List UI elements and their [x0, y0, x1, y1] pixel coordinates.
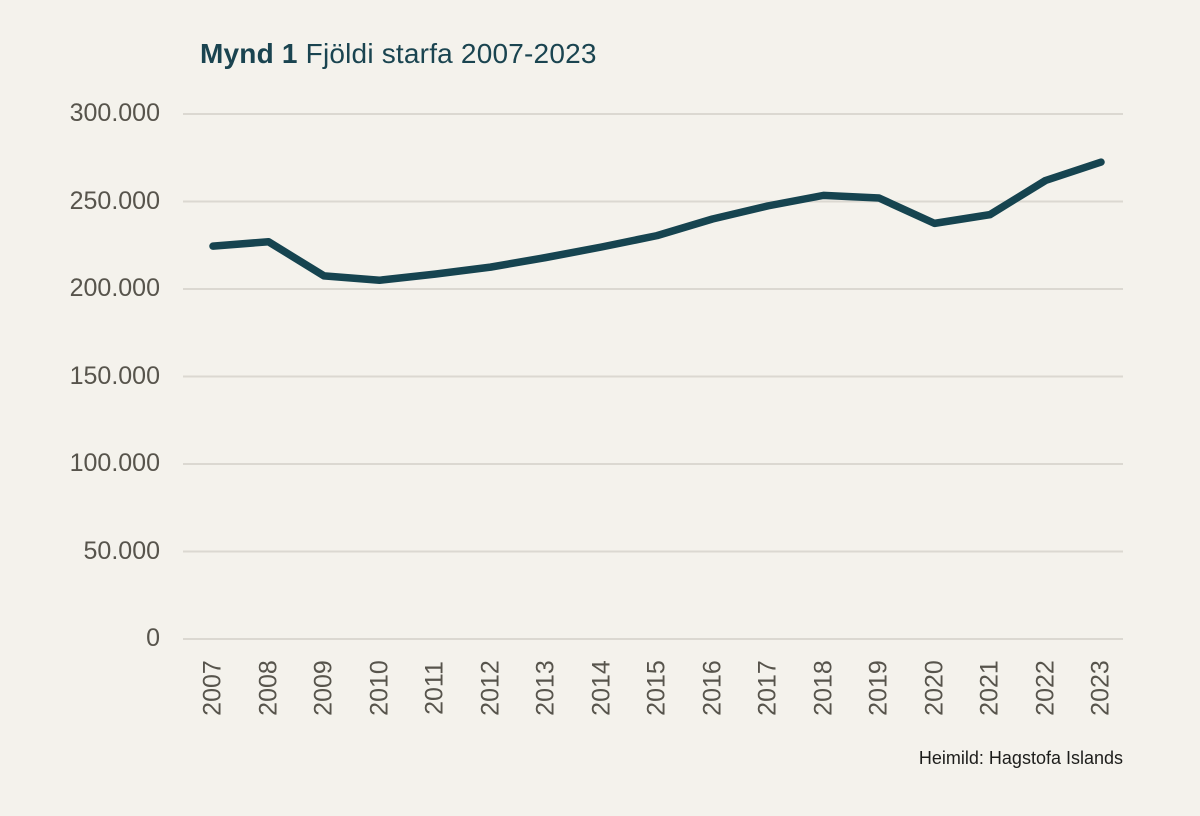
x-tick-label: 2015 [642, 660, 671, 716]
x-tick-label: 2020 [920, 660, 948, 716]
y-tick-label: 100.000 [69, 449, 160, 477]
chart-title-prefix: Mynd 1 [200, 38, 298, 69]
x-tick-label: 2017 [753, 660, 782, 716]
y-tick-label: 50.000 [83, 536, 160, 565]
x-tick-label: 2021 [975, 660, 1004, 716]
x-tick-label: 2013 [531, 660, 560, 716]
chart-title-text [298, 38, 306, 69]
y-tick-label: 300.000 [69, 99, 160, 127]
x-tick-label: 2010 [365, 660, 393, 716]
y-tick-label: 150.000 [69, 361, 160, 390]
data-line [209, 158, 1105, 284]
chart-title-rest: Fjöldi starfa 2007-2023 [305, 38, 597, 69]
y-tick-label: 200.000 [69, 274, 160, 302]
source-note: Heimild: Hagstofa Islands [918, 748, 1123, 768]
x-tick-label: 2011 [420, 661, 449, 715]
x-tick-label: 2023 [1086, 660, 1115, 716]
x-tick-label: 2008 [254, 660, 282, 716]
x-tick-label: 2009 [309, 660, 338, 716]
x-tick-label: 2016 [698, 660, 726, 716]
x-tick-label: 2018 [809, 660, 837, 716]
y-tick-label: 0 [146, 624, 160, 652]
chart-title: Mynd 1 Fjöldi starfa 2007-2023 [200, 36, 597, 71]
x-tick-label: 2012 [476, 660, 504, 716]
y-tick-label: 250.000 [69, 186, 160, 215]
x-tick-label: 2022 [1031, 660, 1059, 716]
x-tick-label: 2014 [587, 660, 615, 716]
x-tick-label: 2007 [198, 660, 227, 716]
x-tick-label: 2019 [864, 660, 893, 716]
